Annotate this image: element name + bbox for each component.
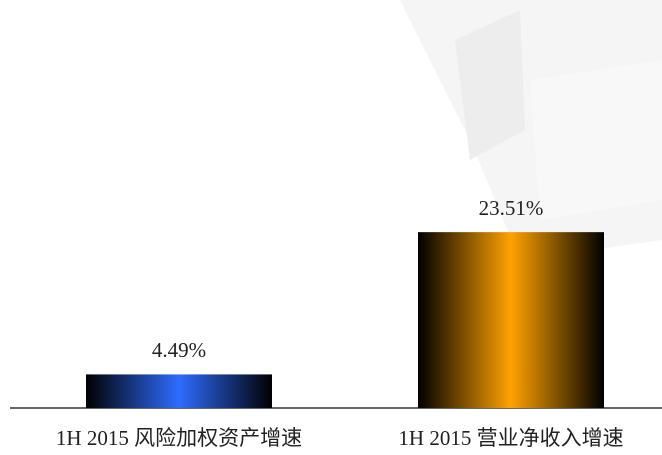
x-tick-label: 1H 2015 风险加权资产增速: [56, 426, 302, 450]
background-decoration: [400, 0, 662, 260]
value-label: 4.49%: [152, 338, 206, 362]
x-tick-label: 1H 2015 营业净收入增速: [398, 426, 623, 450]
bar: [418, 232, 604, 408]
value-label: 23.51%: [479, 196, 544, 220]
bar: [86, 374, 272, 408]
